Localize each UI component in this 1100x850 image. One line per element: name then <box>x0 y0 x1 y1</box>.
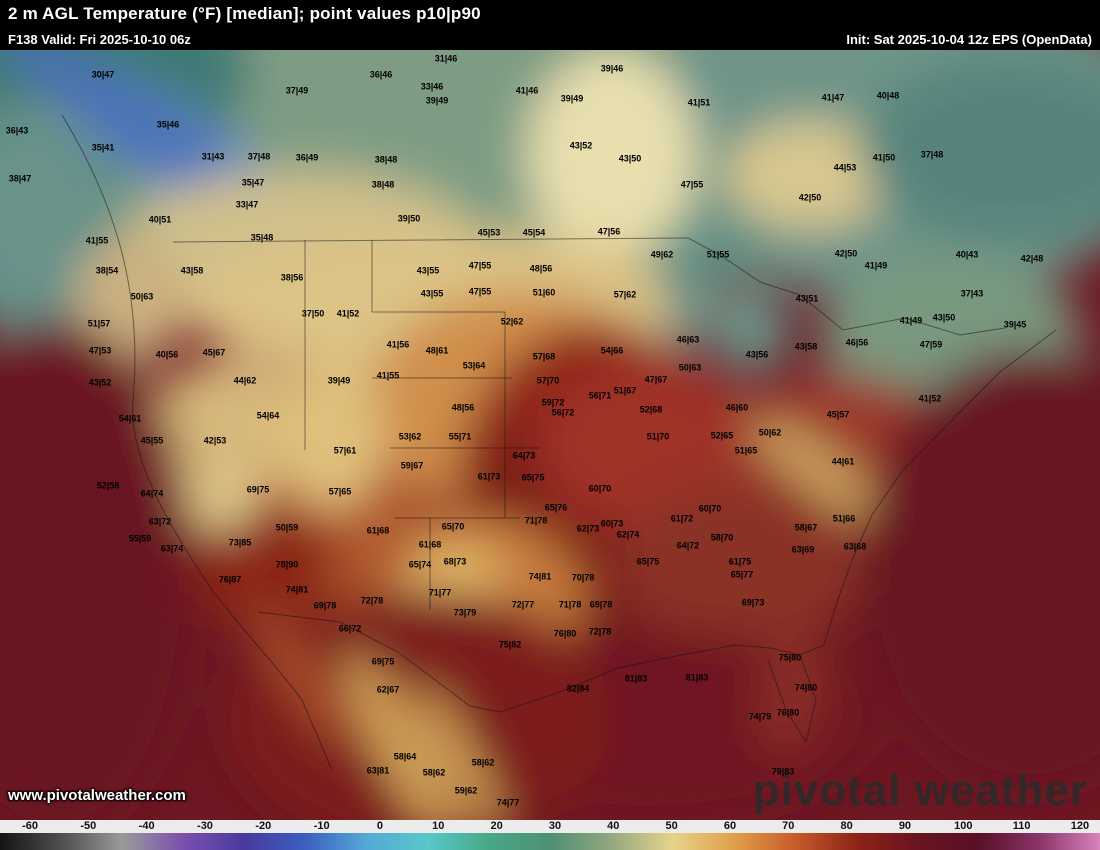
temperature-field <box>0 50 1100 820</box>
colorbar-tick: 100 <box>954 820 973 832</box>
colorbar-tick: 20 <box>490 820 503 832</box>
colorbar-tick: 10 <box>432 820 445 832</box>
colorbar-tick: -40 <box>138 820 155 832</box>
colorbar-tick-labels: -60 -50 -40 -30 -20 -10 0 10 20 30 40 50 60 70 80 90 100… <box>0 820 1100 833</box>
colorbar-gradient <box>0 833 1100 850</box>
colorbar-tick: -10 <box>313 820 330 832</box>
colorbar-tick: -60 <box>22 820 38 832</box>
political-borders <box>61 114 1057 771</box>
site-watermark: www.pivotalweather.com <box>8 787 186 804</box>
colorbar-tick: -50 <box>80 820 97 832</box>
temperature-blobs <box>0 50 1100 820</box>
colorbar-tick: 30 <box>548 820 562 832</box>
map-title: 2 m AGL Temperature (°F) [median]; point… <box>8 4 481 23</box>
colorbar: -60 -50 -40 -30 -20 -10 0 10 20 30 40 50 60 70 80 90 100… <box>0 820 1100 850</box>
colorbar-tick: 120 <box>1070 820 1090 832</box>
colorbar-tick: 110 <box>1012 820 1031 832</box>
colorbar-tick: 70 <box>782 820 795 832</box>
valid-time: F138 Valid: Fri 2025-10-10 06z <box>8 31 191 47</box>
map-canvas[interactable]: www.pivotalweather.com pivotal weather <box>0 50 1100 820</box>
colorbar-tick: 40 <box>607 820 620 832</box>
colorbar-tick: 60 <box>723 820 737 832</box>
colorbar-tick: 50 <box>665 820 678 832</box>
init-time: Init: Sat 2025-10-04 12z EPS (OpenData) <box>846 31 1092 47</box>
colorbar-tick: 80 <box>840 820 853 832</box>
titlebar: 2 m AGL Temperature (°F) [median]; point… <box>0 0 1100 28</box>
subbar: F138 Valid: Fri 2025-10-10 06z Init: Sat… <box>0 28 1100 50</box>
colorbar-tick: -30 <box>197 820 213 832</box>
colorbar-tick: 0 <box>376 820 384 832</box>
brand-watermark: pivotal weather <box>752 766 1088 815</box>
colorbar-tick: 90 <box>898 820 912 832</box>
colorbar-tick: -20 <box>255 820 272 832</box>
